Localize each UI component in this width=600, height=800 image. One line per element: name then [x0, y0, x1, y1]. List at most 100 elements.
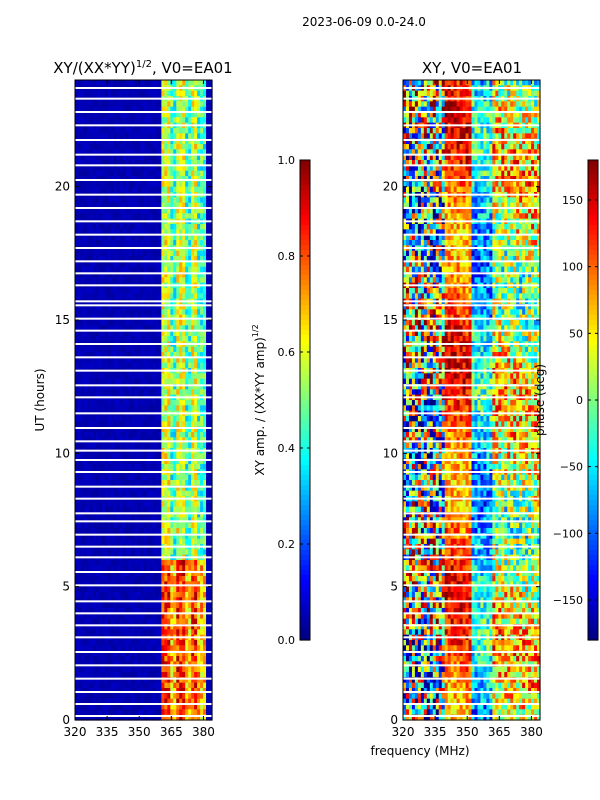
heatmap-cell [191, 464, 195, 470]
heatmap-cell [80, 389, 85, 396]
heatmap-cell [146, 320, 151, 326]
heatmap-cell [86, 464, 91, 470]
heatmap-cell [113, 613, 118, 620]
heatmap-cell [146, 421, 151, 428]
heatmap-cell [80, 224, 85, 230]
heatmap-cell [164, 405, 168, 412]
heatmap-cell [209, 202, 213, 209]
heatmap-cell [161, 501, 165, 508]
heatmap-cell [125, 570, 130, 577]
heatmap-cell [95, 613, 100, 620]
heatmap-cell [176, 362, 180, 369]
heatmap-cell [128, 533, 133, 540]
heatmap-cell [176, 629, 180, 636]
heatmap-cell [75, 570, 79, 577]
heatmap-cell [89, 304, 94, 310]
heatmap-cell [101, 314, 106, 321]
heatmap-cell [86, 581, 91, 588]
heatmap-cell [203, 240, 207, 246]
heatmap-cell [86, 576, 91, 582]
heatmap-cell [152, 474, 157, 481]
heatmap-cell [206, 80, 210, 86]
heatmap-cell [197, 624, 201, 630]
heatmap-cell [185, 272, 189, 278]
heatmap-cell [149, 640, 154, 646]
heatmap-cell [203, 506, 207, 513]
heatmap-cell [95, 80, 100, 86]
heatmap-cell [104, 581, 109, 588]
heatmap-cell [122, 229, 127, 236]
heatmap-cell [75, 517, 79, 524]
heatmap-cell [86, 453, 91, 460]
heatmap-cell [161, 464, 165, 470]
heatmap-cell [182, 208, 186, 214]
heatmap-cell [164, 277, 168, 284]
heatmap-cell [194, 234, 198, 241]
heatmap-cell [92, 261, 97, 268]
heatmap-cell [200, 325, 204, 332]
heatmap-cell [203, 592, 207, 598]
heatmap-cell [176, 197, 180, 204]
heatmap-cell [122, 181, 127, 188]
heatmap-cell [92, 362, 97, 369]
heatmap-cell [173, 117, 177, 124]
heatmap-cell [155, 480, 159, 486]
heatmap-cell [86, 618, 91, 625]
heatmap-cell [191, 208, 195, 214]
heatmap-cell [209, 309, 213, 316]
heatmap-cell [167, 645, 171, 652]
heatmap-cell [149, 533, 154, 540]
heatmap-cell [125, 80, 130, 86]
heatmap-cell [101, 261, 106, 268]
heatmap-cell [149, 117, 154, 124]
heatmap-cell [140, 458, 145, 465]
heatmap-cell [179, 426, 183, 433]
heatmap-cell [146, 618, 151, 625]
heatmap-cell [113, 288, 118, 294]
heatmap-cell [170, 325, 174, 332]
heatmap-cell [206, 389, 210, 396]
heatmap-cell [101, 128, 106, 134]
heatmap-cell [188, 346, 192, 353]
heatmap-cell [203, 144, 207, 150]
heatmap-cell [86, 384, 91, 390]
heatmap-cell [185, 480, 189, 486]
heatmap-cell [119, 90, 124, 97]
heatmap-cell [203, 437, 207, 444]
heatmap-cell [161, 453, 165, 460]
heatmap-cell [122, 277, 127, 284]
heatmap-cell [170, 400, 174, 406]
heatmap-cell [119, 144, 124, 150]
heatmap-cell [158, 373, 162, 380]
heatmap-cell [131, 256, 136, 262]
heatmap-cell [194, 309, 198, 316]
heatmap-cell [137, 144, 142, 150]
heatmap-cell [146, 176, 151, 182]
heatmap-cell [80, 570, 85, 577]
heatmap-cell [209, 464, 213, 470]
heatmap-cell [140, 389, 145, 396]
heatmap-cell [206, 208, 210, 214]
heatmap-cell [104, 629, 109, 636]
heatmap-cell [200, 416, 204, 422]
heatmap-cell [119, 565, 124, 572]
heatmap-cell [203, 288, 207, 294]
heatmap-cell [200, 565, 204, 572]
heatmap-cell [83, 229, 88, 236]
heatmap-cell [161, 405, 165, 412]
heatmap-cell [182, 650, 186, 657]
heatmap-cell [149, 586, 154, 593]
heatmap-cell [203, 272, 207, 278]
heatmap-cell [122, 176, 127, 182]
heatmap-cell [164, 416, 168, 422]
heatmap-cell [134, 586, 139, 593]
heatmap-cell [137, 501, 142, 508]
heatmap-cell [98, 320, 103, 326]
heatmap-cell [155, 266, 159, 273]
heatmap-cell [173, 90, 177, 97]
heatmap-cell [194, 437, 198, 444]
heatmap-cell [83, 597, 88, 604]
heatmap-cell [75, 362, 79, 369]
heatmap-cell [161, 432, 165, 438]
heatmap-cell [143, 149, 148, 156]
